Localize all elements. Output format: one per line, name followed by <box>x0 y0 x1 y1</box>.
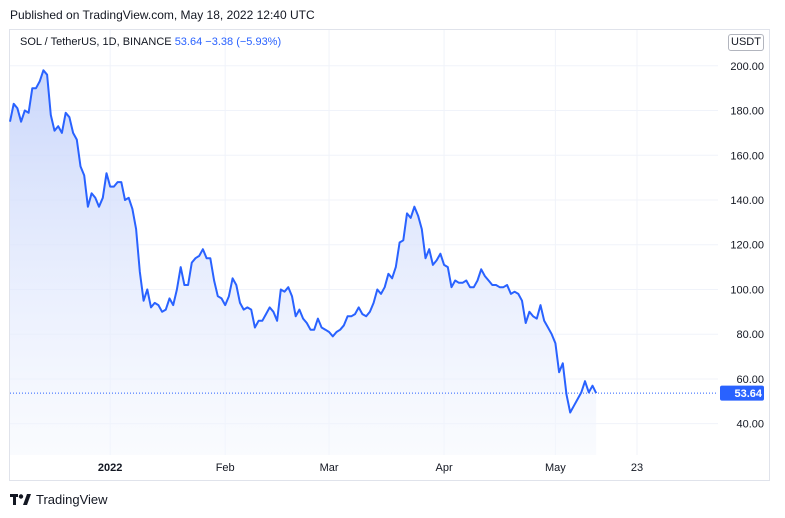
x-tick-label: Feb <box>216 462 235 474</box>
y-tick-label: 180.00 <box>730 106 764 118</box>
y-tick-label: 140.00 <box>730 195 764 207</box>
y-tick-label: 200.00 <box>730 61 764 73</box>
y-tick-label: 40.00 <box>736 419 764 431</box>
price-area-fill <box>10 70 597 456</box>
tradingview-logo-icon <box>10 493 31 505</box>
x-tick-label: Mar <box>320 462 339 474</box>
price-line <box>9 69 598 414</box>
x-tick-label: Apr <box>436 462 453 474</box>
symbol-legend[interactable]: SOL / TetherUS, 1D, BINANCE 53.64 −3.38 … <box>20 36 281 48</box>
y-tick-label: 160.00 <box>730 150 764 162</box>
tradingview-watermark[interactable]: TradingView <box>10 492 108 507</box>
currency-button[interactable]: USDT <box>728 34 764 51</box>
y-tick-label: 80.00 <box>736 329 764 341</box>
y-tick-label: 60.00 <box>736 374 764 386</box>
last-price-value: 53.64 <box>734 388 762 400</box>
y-tick-label: 100.00 <box>730 284 764 296</box>
last-price: 53.64 <box>174 36 203 48</box>
x-axis[interactable]: 2022 Feb Mar Apr May 23 <box>98 462 643 474</box>
y-axis[interactable]: 40.00 60.00 80.00 100.00 120.00 140.00 160.00 1… <box>730 61 764 431</box>
symbol-name: SOL / TetherUS, 1D, BINANCE <box>20 36 172 48</box>
watermark-text: TradingView <box>36 492 108 507</box>
last-price-label: 53.64 <box>720 385 764 401</box>
price-change: −3.38 <box>205 36 234 48</box>
x-tick-label: 2022 <box>98 462 122 474</box>
y-tick-label: 120.00 <box>730 240 764 252</box>
published-caption: Published on TradingView.com, May 18, 20… <box>10 8 315 22</box>
x-tick-label: 23 <box>631 462 643 474</box>
x-tick-label: May <box>545 462 566 474</box>
chart-frame <box>9 29 770 481</box>
price-change-percent: (−5.93%) <box>236 36 282 48</box>
